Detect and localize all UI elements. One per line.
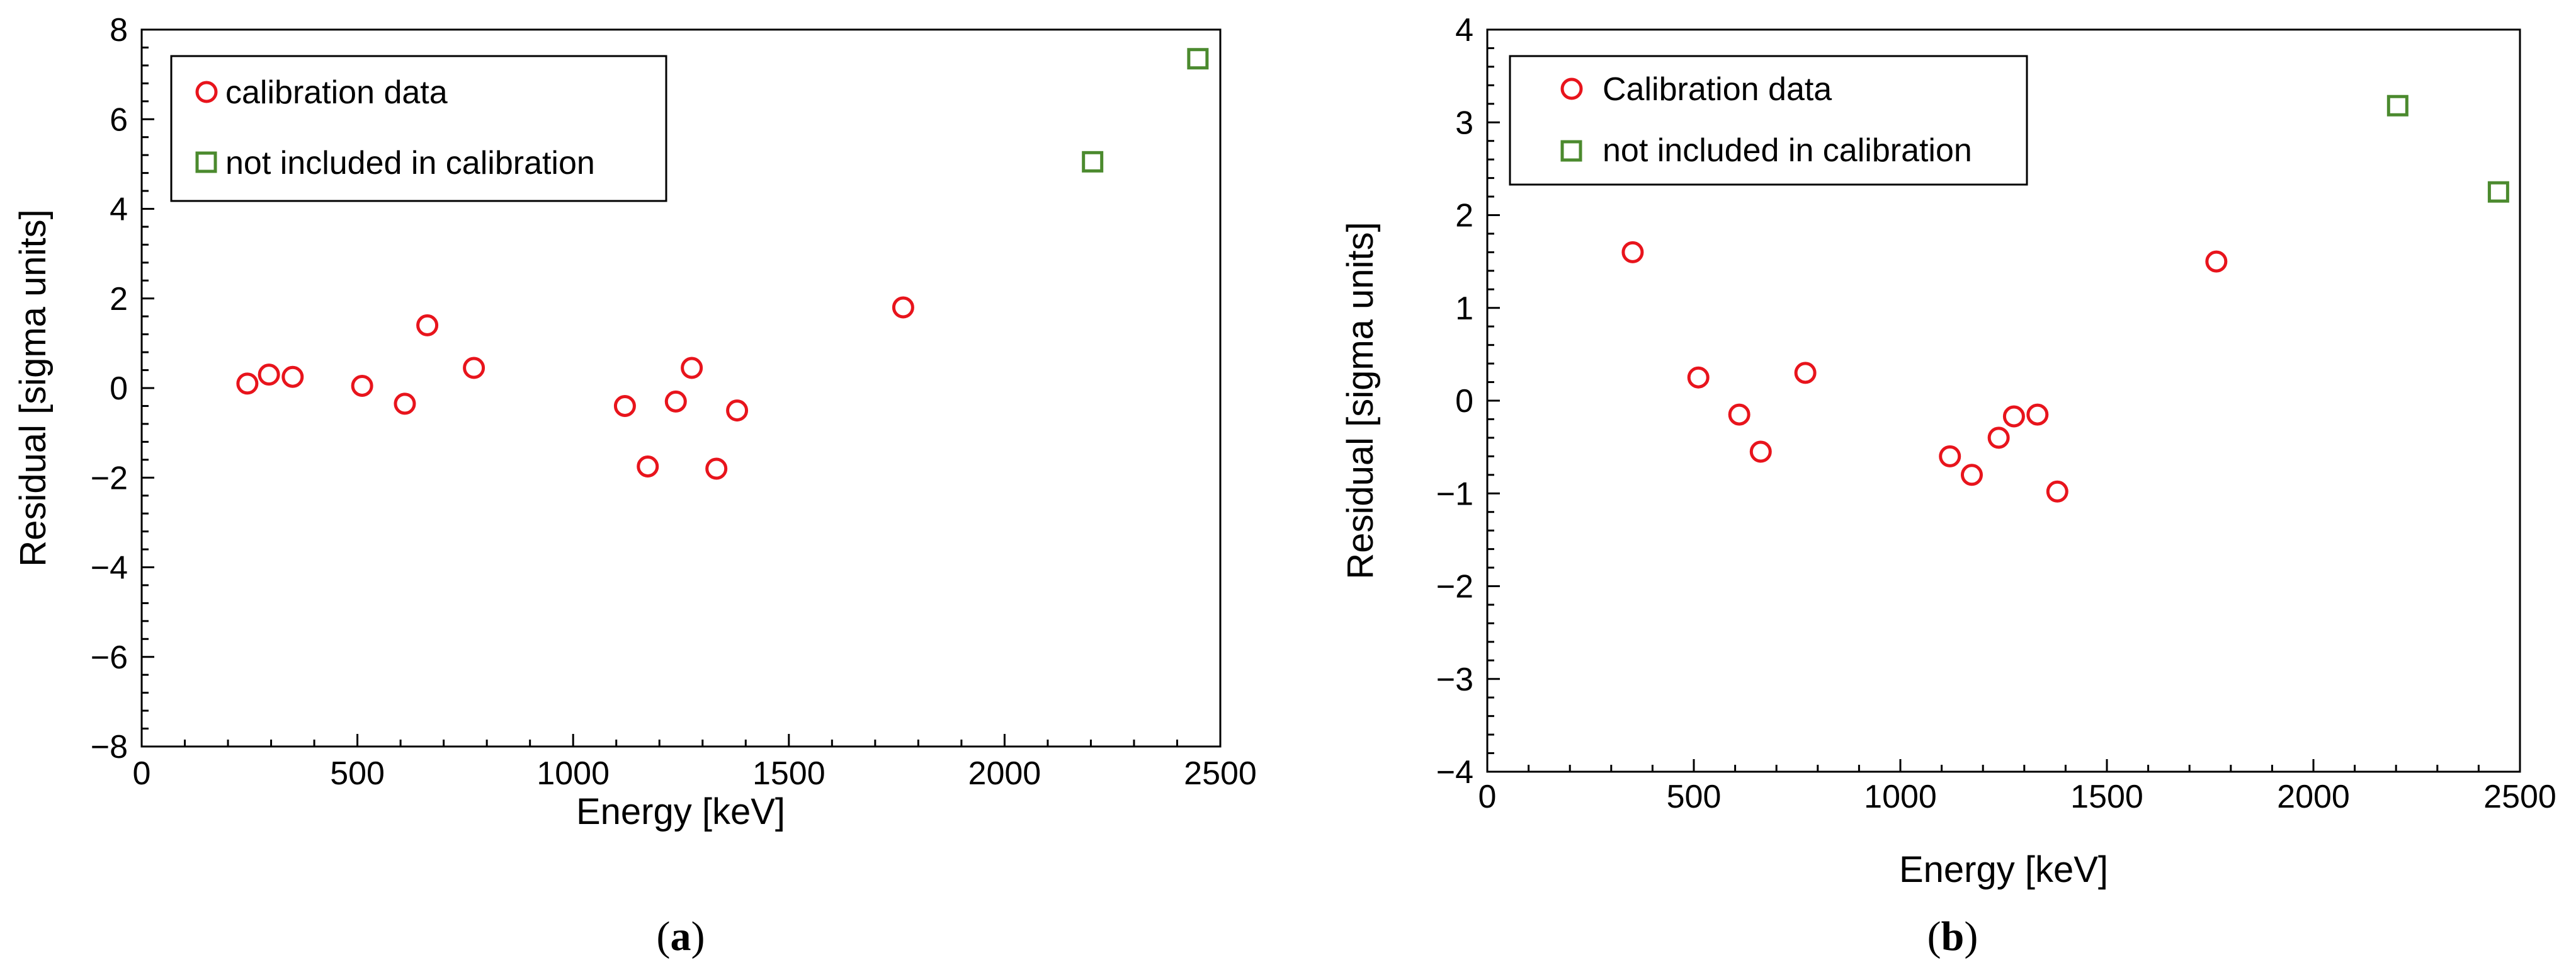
x-tick-labels-b: 0 500 1000 1500 2000 2500: [1478, 779, 2556, 815]
y-tick-label: −2: [1436, 569, 1473, 605]
axis-ticks-b: [1486, 28, 2521, 773]
y-tick-label: −1: [1436, 476, 1473, 512]
x-tick-label: 2500: [2483, 779, 2556, 815]
x-tick-label: 2500: [1184, 755, 1257, 792]
data-point-calibration: [1794, 362, 1817, 384]
legend-label-excluded-a: not included in calibration: [225, 145, 595, 181]
x-tick-label: 0: [133, 755, 151, 792]
data-point-calibration: [2002, 405, 2025, 428]
x-tick-label: 1500: [2070, 779, 2143, 815]
x-tick-label: 2000: [968, 755, 1041, 792]
x-tick-label: 500: [1667, 779, 1722, 815]
data-point-calibration: [281, 365, 304, 388]
data-point-calibration: [1987, 426, 2010, 449]
y-tick-label: 0: [1455, 383, 1473, 420]
data-point-calibration: [258, 363, 280, 386]
x-axis-title-b: Energy [keV]: [1899, 849, 2108, 890]
panel-letter-a: a: [671, 913, 691, 959]
y-axis-title-a: Residual [sigma units]: [13, 209, 54, 566]
data-point-calibration: [2026, 403, 2049, 426]
legend-box-b: [1509, 55, 2028, 186]
x-tick-label: 1500: [752, 755, 826, 792]
chart-panel-b: 0 500 1000 1500 2000 2500 −4 −3 −2 −1 0 1 2 3 4 Energ…: [1340, 12, 2556, 959]
y-tick-label: 4: [110, 192, 128, 228]
y-tick-label: −8: [91, 729, 128, 765]
panel-label-a: (a): [657, 913, 705, 959]
y-axis-title-b: Residual [sigma units]: [1340, 222, 1381, 579]
data-points-b: [1621, 94, 2509, 503]
square-marker-icon: [195, 151, 217, 173]
y-tick-label: 1: [1455, 290, 1473, 327]
data-point-not-included: [1082, 151, 1104, 173]
y-tick-label: 6: [110, 101, 128, 138]
x-tick-labels-a: 0 500 1000 1500 2000 2500: [133, 755, 1257, 792]
panel-label-b: (b): [1927, 913, 1978, 959]
data-point-calibration: [1728, 403, 1750, 426]
x-tick-label: 500: [330, 755, 385, 792]
data-point-calibration: [681, 357, 703, 379]
data-point-calibration: [705, 457, 728, 480]
y-tick-label: 8: [110, 12, 128, 49]
legend-a: calibration data not included in calibra…: [170, 55, 667, 202]
y-tick-label: −2: [91, 460, 128, 496]
y-tick-labels-b: −4 −3 −2 −1 0 1 2 3 4: [1436, 12, 1473, 791]
y-tick-labels-a: −8 −6 −4 −2 0 2 4 6 8: [91, 12, 128, 765]
y-tick-label: −4: [1436, 754, 1473, 791]
data-point-calibration: [2046, 480, 2068, 503]
data-point-calibration: [1687, 366, 1710, 389]
data-point-calibration: [236, 372, 259, 395]
x-tick-label: 2000: [2277, 779, 2350, 815]
x-axis-title-a: Energy [keV]: [576, 791, 785, 832]
legend-label-calibration-b: Calibration data: [1603, 71, 1832, 108]
axis-ticks-a: [140, 28, 1222, 748]
y-tick-label: 2: [1455, 198, 1473, 234]
data-point-not-included: [2386, 94, 2409, 117]
legend-box-a: [170, 55, 667, 202]
y-tick-label: 0: [110, 370, 128, 407]
data-point-calibration: [1749, 440, 1772, 463]
y-tick-label: −3: [1436, 661, 1473, 698]
data-point-calibration: [1939, 445, 1961, 467]
x-tick-label: 1000: [536, 755, 610, 792]
chart-panel-a: 0 500 1000 1500 2000 2500 −8 −6 −4 −2 0 2 4 6 8 Energ…: [13, 12, 1257, 959]
data-point-calibration: [892, 296, 914, 319]
data-point-calibration: [1960, 464, 1983, 486]
y-tick-label: 2: [110, 281, 128, 318]
data-point-calibration: [726, 399, 749, 422]
panel-letter-b: b: [1941, 913, 1965, 959]
data-point-calibration: [664, 390, 687, 413]
square-marker-icon: [1560, 140, 1582, 162]
y-tick-label: 3: [1455, 105, 1473, 141]
data-point-calibration: [637, 455, 659, 478]
data-points-a: [236, 48, 1209, 480]
plot-area-frame-a: [140, 28, 1222, 748]
y-tick-label: 4: [1455, 12, 1473, 49]
data-point-calibration: [1621, 241, 1644, 263]
circle-marker-icon: [1560, 77, 1583, 100]
data-point-calibration: [351, 374, 373, 397]
legend-label-calibration-a: calibration data: [225, 74, 448, 111]
data-point-calibration: [2205, 250, 2228, 273]
data-point-not-included: [2487, 181, 2509, 203]
circle-marker-icon: [195, 81, 218, 103]
y-tick-label: −4: [91, 550, 128, 586]
data-point-calibration: [463, 357, 485, 379]
data-point-calibration: [416, 314, 439, 336]
x-tick-label: 0: [1478, 779, 1497, 815]
legend-label-excluded-b: not included in calibration: [1603, 132, 1972, 169]
data-point-not-included: [1187, 48, 1209, 70]
x-tick-label: 1000: [1864, 779, 1937, 815]
data-point-calibration: [613, 394, 636, 417]
y-tick-label: −6: [91, 639, 128, 676]
legend-b: Calibration data not included in calibra…: [1509, 55, 2028, 186]
data-point-calibration: [394, 392, 416, 415]
